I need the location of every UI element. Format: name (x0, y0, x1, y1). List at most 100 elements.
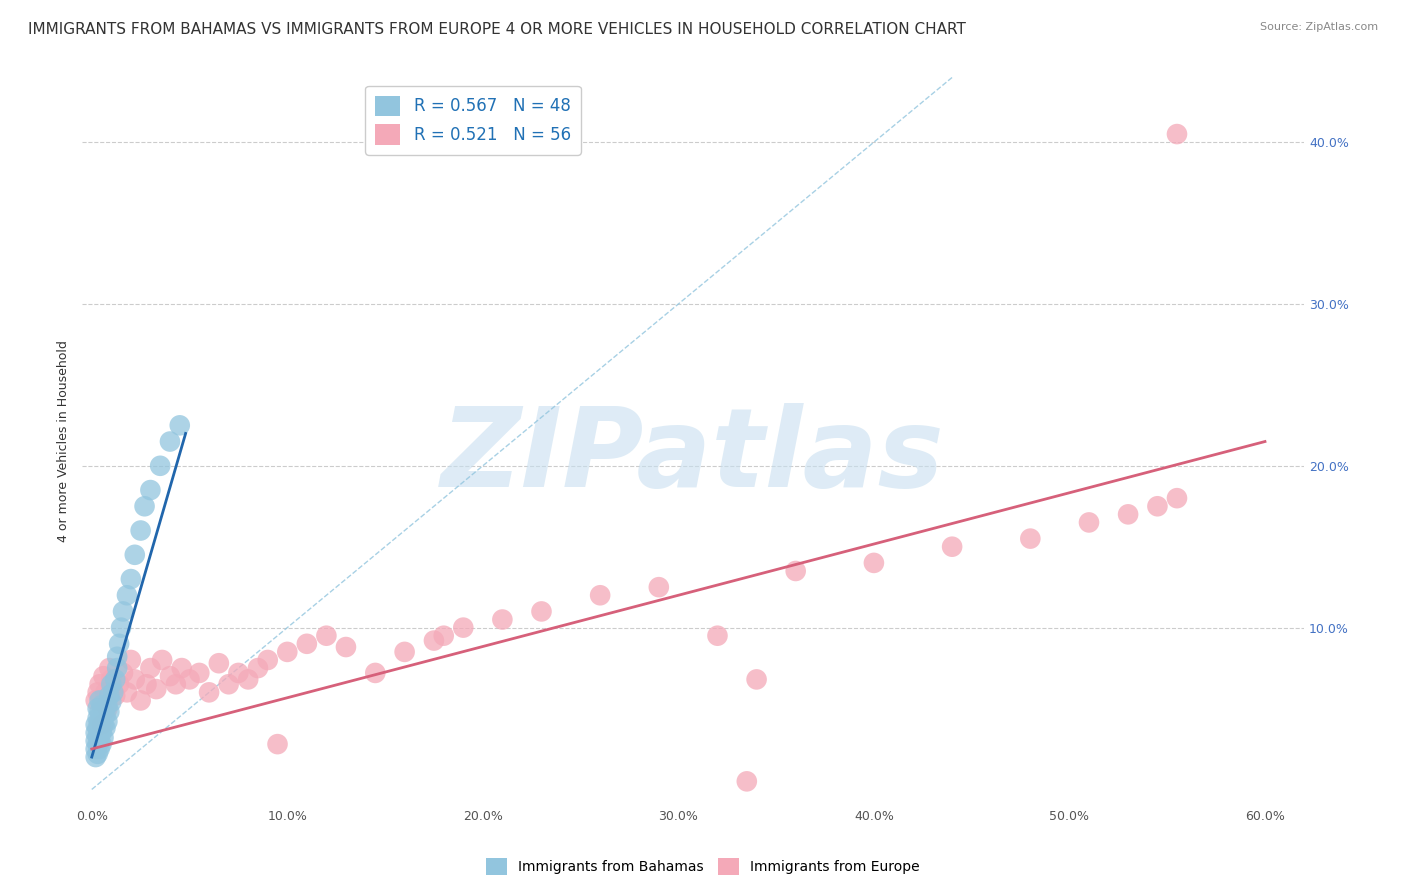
Point (134, 500, 156, 514)
Point (785, 564, 807, 578)
Point (93, 717, 115, 731)
Point (89, 742, 111, 756)
Point (159, 434, 181, 449)
Point (218, 677, 240, 691)
Point (170, 661, 193, 675)
Point (105, 661, 128, 675)
Point (228, 665, 250, 680)
Point (941, 540, 963, 554)
Point (93, 669, 115, 683)
Legend: Immigrants from Bahamas, Immigrants from Europe: Immigrants from Bahamas, Immigrants from… (481, 853, 925, 880)
Point (100, 677, 122, 691)
Point (433, 629, 456, 643)
Point (1146, 500, 1168, 514)
Point (96, 714, 118, 729)
Point (112, 604, 135, 618)
Point (135, 677, 157, 691)
Point (105, 649, 128, 664)
Point (86, 701, 108, 715)
Point (129, 524, 152, 538)
Point (491, 613, 513, 627)
Point (706, 629, 728, 643)
Point (84, 742, 107, 756)
Point (159, 669, 181, 683)
Point (530, 604, 553, 618)
Point (112, 665, 135, 680)
Point (394, 645, 416, 659)
Point (745, 673, 768, 687)
Point (1078, 516, 1101, 530)
Point (89, 705, 111, 719)
Point (94, 721, 117, 735)
Legend: R = 0.567   N = 48, R = 0.521   N = 56: R = 0.567 N = 48, R = 0.521 N = 56 (366, 86, 581, 155)
Point (198, 685, 221, 699)
Point (735, 774, 758, 789)
Point (139, 661, 162, 675)
Point (90, 698, 112, 713)
Point (108, 677, 131, 691)
Point (863, 556, 886, 570)
Point (96, 698, 118, 713)
Point (90, 713, 112, 727)
Point (86, 747, 108, 761)
Point (89, 714, 111, 729)
Point (86, 721, 108, 735)
Point (149, 458, 172, 473)
Point (364, 665, 387, 680)
Point (648, 580, 671, 594)
Point (110, 621, 132, 635)
Y-axis label: 4 or more Vehicles in Household: 4 or more Vehicles in Household (58, 341, 70, 542)
Point (423, 633, 446, 648)
Point (124, 673, 146, 687)
Point (188, 665, 211, 680)
Text: Source: ZipAtlas.com: Source: ZipAtlas.com (1260, 22, 1378, 32)
Point (89, 734, 111, 748)
Point (86, 737, 108, 751)
Point (93, 705, 115, 719)
Point (589, 588, 612, 602)
Point (208, 657, 231, 671)
Point (84, 726, 107, 740)
Point (103, 685, 125, 699)
Point (120, 572, 142, 586)
Point (94, 708, 117, 723)
Point (89, 693, 111, 707)
Point (115, 588, 138, 602)
Point (84, 750, 107, 764)
Point (165, 677, 187, 691)
Point (104, 689, 127, 703)
Point (256, 653, 278, 667)
Point (453, 621, 475, 635)
Text: IMMIGRANTS FROM BAHAMAS VS IMMIGRANTS FROM EUROPE 4 OR MORE VEHICLES IN HOUSEHOL: IMMIGRANTS FROM BAHAMAS VS IMMIGRANTS FR… (28, 22, 966, 37)
Point (179, 673, 201, 687)
Point (98, 689, 121, 703)
Point (246, 661, 269, 675)
Point (129, 693, 152, 707)
Point (104, 673, 127, 687)
Point (266, 737, 288, 751)
Point (89, 677, 111, 691)
Point (94, 685, 117, 699)
Point (115, 685, 138, 699)
Point (100, 695, 122, 709)
Text: ZIPatlas: ZIPatlas (441, 402, 945, 509)
Point (120, 653, 142, 667)
Point (100, 673, 122, 687)
Point (169, 418, 191, 433)
Point (124, 548, 146, 562)
Point (90, 737, 112, 751)
Point (238, 673, 260, 687)
Point (1166, 127, 1188, 141)
Point (84, 734, 107, 748)
Point (335, 640, 357, 654)
Point (84, 717, 107, 731)
Point (1019, 532, 1042, 546)
Point (295, 637, 318, 651)
Point (90, 717, 112, 731)
Point (139, 483, 162, 497)
Point (1166, 491, 1188, 505)
Point (98, 661, 121, 675)
Point (86, 685, 108, 699)
Point (98, 705, 121, 719)
Point (84, 693, 107, 707)
